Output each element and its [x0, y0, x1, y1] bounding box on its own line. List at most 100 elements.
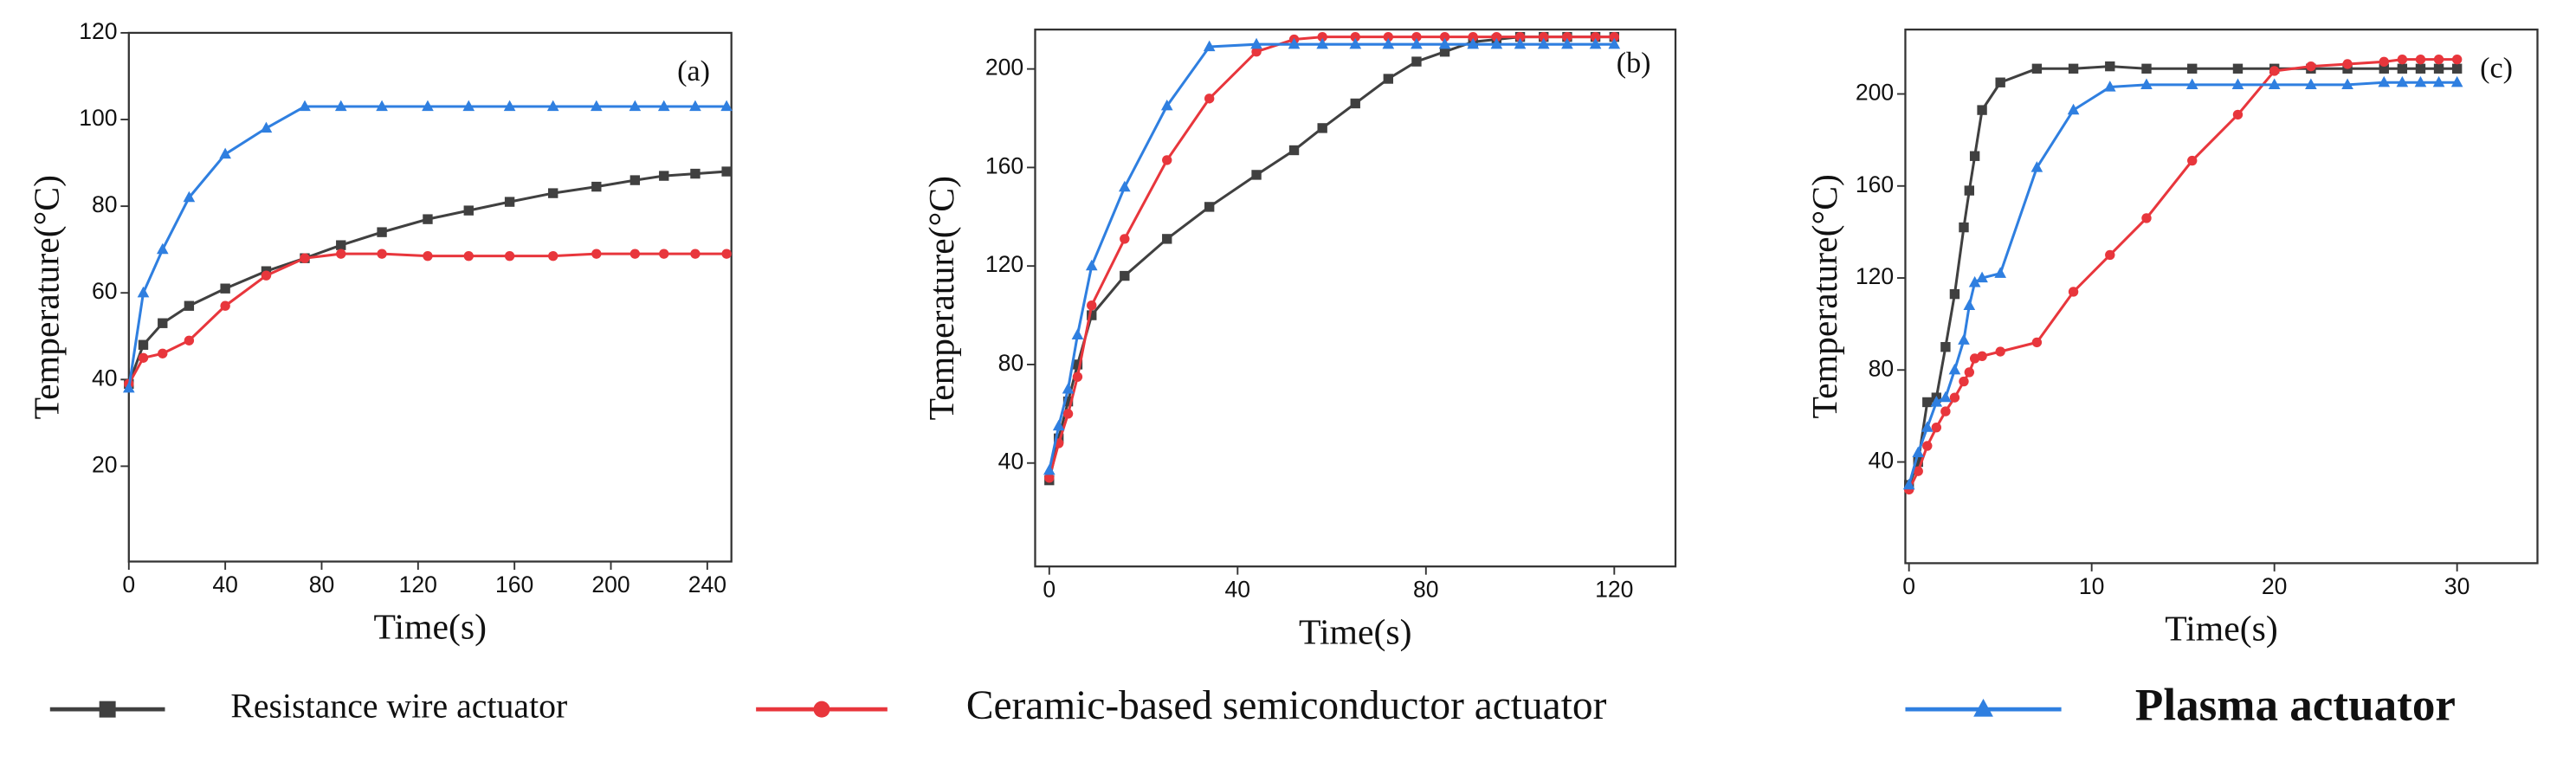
marker-square — [1949, 288, 1960, 300]
marker-triangle — [1382, 37, 1395, 49]
marker-triangle — [1537, 37, 1550, 49]
marker-square — [1062, 396, 1074, 407]
marker-triangle — [1994, 267, 2007, 278]
marker-circle — [548, 250, 558, 262]
marker-triangle — [2067, 103, 2080, 115]
y-tick-label: 120 — [1856, 263, 1894, 289]
marker-circle — [2433, 54, 2444, 65]
marker-square — [1439, 47, 1450, 57]
marker-circle — [591, 249, 602, 259]
marker-triangle — [1467, 37, 1480, 49]
legend-label: Plasma actuator — [2135, 680, 2456, 730]
marker-triangle — [137, 286, 150, 298]
marker-square — [138, 339, 149, 350]
marker-triangle — [590, 100, 603, 112]
marker-triangle — [1968, 275, 1981, 287]
marker-circle — [1062, 409, 1074, 419]
marker-circle — [2141, 213, 2152, 223]
x-tick-label: 120 — [1595, 577, 1633, 603]
marker-triangle — [1288, 37, 1301, 49]
marker-circle — [261, 270, 272, 281]
marker-triangle — [1118, 180, 1131, 192]
marker-circle — [1162, 155, 1172, 165]
marker-triangle — [1062, 383, 1075, 394]
marker-circle — [1468, 31, 1478, 42]
panel-label: (b) — [1617, 48, 1651, 80]
marker-circle — [1959, 376, 1969, 387]
marker-circle — [1995, 346, 2005, 357]
marker-triangle — [1349, 37, 1362, 49]
marker-square — [2379, 63, 2389, 74]
marker-circle — [1439, 31, 1450, 42]
marker-square — [1913, 456, 1923, 468]
y-tick-label: 40 — [1869, 448, 1895, 474]
marker-triangle — [1160, 99, 1173, 111]
marker-circle — [1087, 300, 1097, 311]
marker-triangle — [2231, 78, 2244, 90]
marker-circle — [1590, 31, 1601, 42]
marker-triangle — [1948, 363, 1961, 375]
marker-square — [1940, 342, 1951, 352]
marker-circle — [423, 250, 433, 262]
y-tick-label: 40 — [92, 365, 118, 391]
marker-square — [2232, 63, 2244, 74]
marker-square — [1251, 170, 1262, 180]
marker-square — [2068, 63, 2079, 74]
marker-circle — [1383, 31, 1393, 42]
marker-circle — [2415, 54, 2426, 65]
marker-square — [184, 300, 195, 311]
y-axis-label: Temperature(°C) — [27, 175, 67, 419]
marker-circle — [2105, 249, 2115, 261]
x-tick-label: 120 — [399, 572, 437, 597]
marker-square — [1317, 123, 1327, 133]
marker-triangle — [1902, 478, 1915, 490]
marker-triangle — [1203, 40, 1216, 52]
marker-triangle — [2268, 78, 2281, 90]
x-axis-label: Time(s) — [1299, 612, 1412, 652]
marker-triangle — [546, 100, 559, 112]
plot-frame — [127, 31, 733, 563]
marker-triangle — [1958, 333, 1970, 345]
marker-circle — [2232, 109, 2244, 120]
marker-triangle — [156, 242, 169, 255]
marker-circle — [2379, 56, 2389, 68]
marker-square — [2187, 63, 2198, 74]
x-tick-label: 200 — [591, 572, 629, 597]
marker-square — [1350, 98, 1360, 109]
marker-triangle — [2396, 75, 2409, 87]
marker-circle — [1317, 31, 1327, 42]
marker-square — [336, 240, 346, 250]
marker-circle — [1913, 466, 1923, 476]
marker-triangle — [1963, 299, 1976, 311]
marker-triangle — [1085, 259, 1098, 271]
marker-triangle — [503, 100, 516, 112]
marker-circle — [1491, 31, 1502, 42]
marker-square — [158, 318, 168, 328]
marker-circle — [504, 250, 515, 262]
marker-triangle — [2140, 78, 2153, 90]
x-tick-label: 0 — [122, 572, 135, 597]
y-axis-label: Temperature(°C) — [922, 176, 962, 420]
marker-square — [1204, 202, 1215, 212]
marker-triangle — [1071, 328, 1084, 339]
marker-square — [1959, 222, 1969, 233]
x-axis-label: Time(s) — [373, 608, 487, 648]
marker-triangle — [1930, 396, 1943, 407]
marker-square — [629, 175, 641, 185]
y-tick-label: 60 — [92, 278, 118, 304]
marker-circle — [690, 249, 700, 259]
plot-frame — [1904, 28, 2539, 565]
marker-square — [1995, 77, 2005, 87]
y-axis-label: Temperature(°C) — [1805, 174, 1845, 418]
marker-square — [1964, 185, 1975, 196]
legend-label: Ceramic-based semiconductor actuator — [966, 683, 1607, 728]
marker-triangle — [1490, 37, 1503, 49]
legend-label: Resistance wire actuator — [230, 687, 567, 725]
marker-triangle — [1052, 419, 1065, 431]
marker-circle — [1251, 47, 1262, 57]
marker-circle — [721, 249, 732, 259]
marker-circle — [463, 250, 474, 262]
marker-circle — [1350, 31, 1360, 42]
